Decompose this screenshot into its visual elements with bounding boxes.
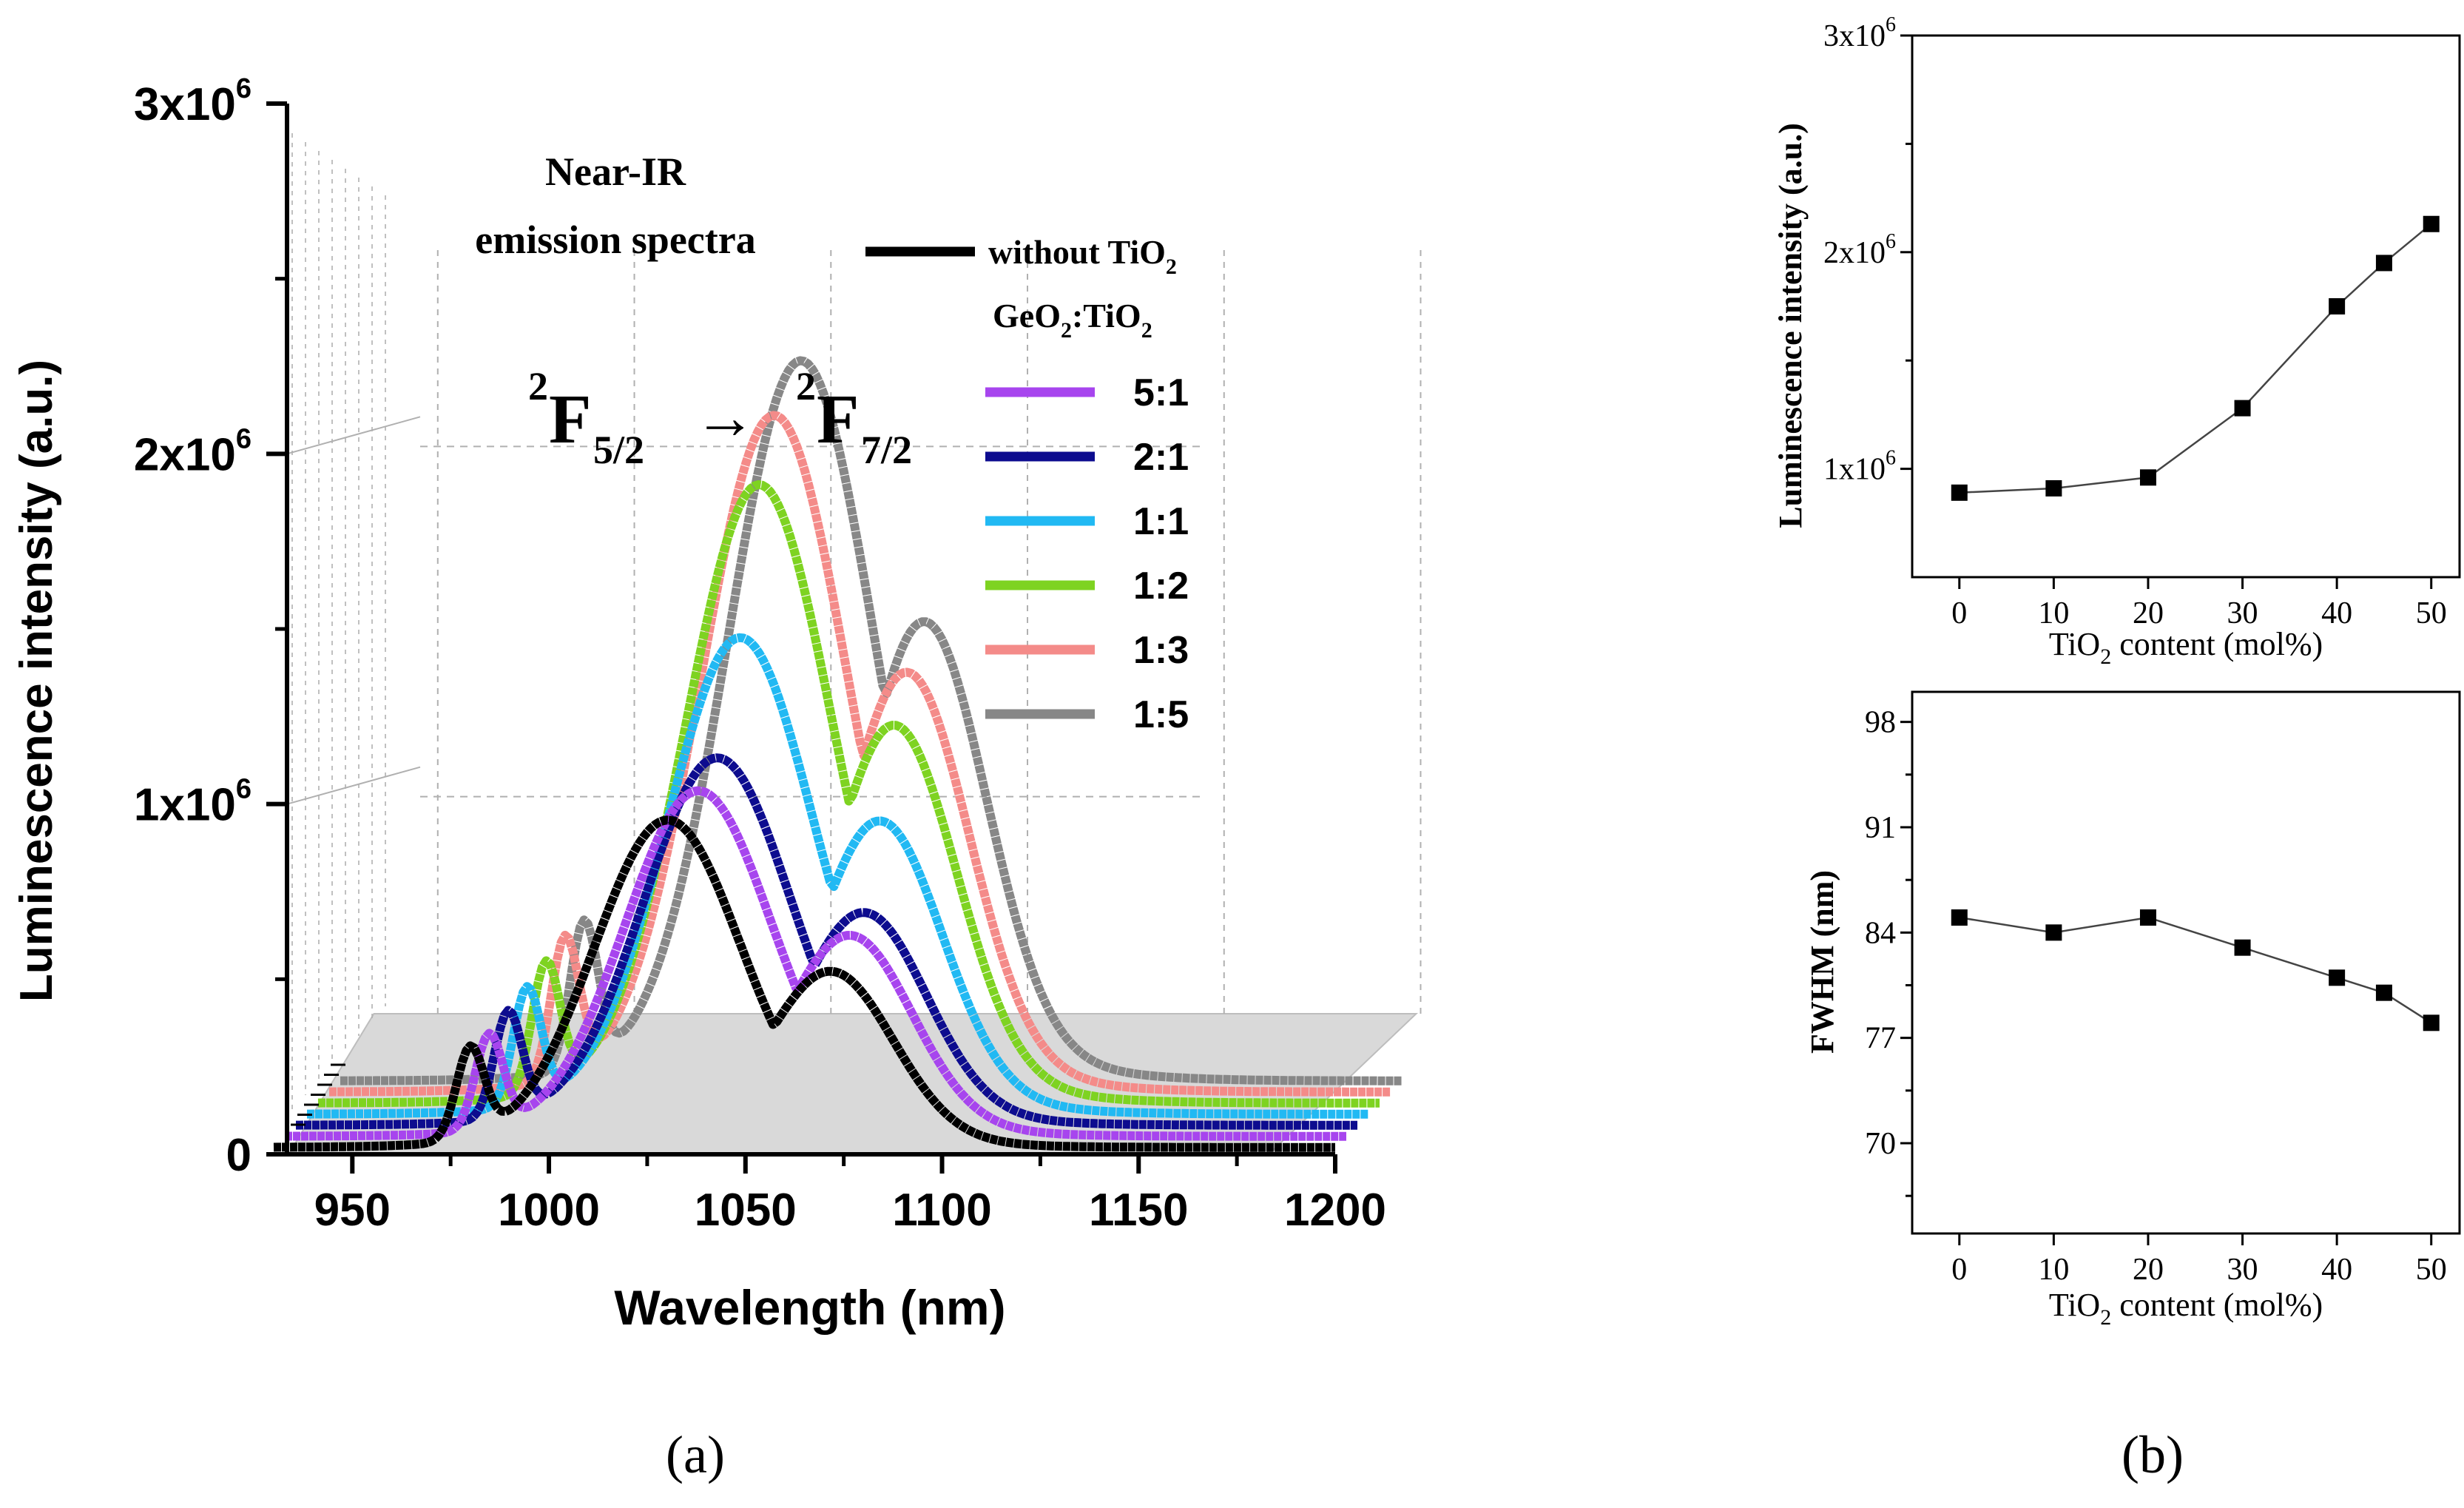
y-axis-label: Luminescence intensity (a.u.) bbox=[11, 360, 62, 1002]
fwhm-x-axis-label: TiO2 content (mol%) bbox=[2049, 1287, 2323, 1330]
annotation-right-state: F bbox=[817, 381, 859, 458]
intensity-vs-tio2-chart: 0 10 20 30 40 50 1x106 2x106 3x106 Luminescence … bbox=[1772, 13, 2461, 669]
intensity-y-axis-label: Luminescence intensity (a.u.) bbox=[1772, 123, 1809, 528]
x-tick-label-10: 10 bbox=[2038, 1253, 2069, 1287]
chart-title: Near-IR emission spectra bbox=[475, 149, 755, 262]
y-tick-label-3: 91 bbox=[1865, 811, 1896, 845]
chart-title-line-1: Near-IR bbox=[545, 149, 686, 194]
legend: without TiO2 GeO2:TiO2 5:1 2:1 1:1 1:2 1:3 1:… bbox=[865, 233, 1189, 736]
annotation-left-subscript: 5/2 bbox=[593, 428, 644, 472]
legend-header: GeO2:TiO2 bbox=[993, 297, 1152, 343]
fwhm-y-axis-label: FWHM (nm) bbox=[1804, 870, 1840, 1054]
data-point-50 bbox=[2423, 215, 2440, 232]
x-tick-label-1100: 1100 bbox=[892, 1185, 992, 1236]
axes bbox=[266, 101, 1337, 1174]
data-point-40 bbox=[2329, 298, 2346, 314]
annotation-arrow: → bbox=[694, 382, 756, 451]
x-tick-labels: 950 1000 1050 1100 1150 1200 bbox=[314, 1185, 1386, 1236]
fwhm-ticks: 0 10 20 30 40 50 70 77 84 91 98 bbox=[1865, 706, 2447, 1287]
spectrum-series-5-1 bbox=[284, 786, 1347, 1141]
legend-label-without-tio2: without TiO2 bbox=[988, 233, 1177, 279]
y-tick-label-1: 77 bbox=[1865, 1022, 1896, 1056]
x-tick-label-30: 30 bbox=[2227, 596, 2258, 630]
y-tick-label-0: 0 bbox=[226, 1130, 252, 1181]
annotation-left-superscript: 2 bbox=[528, 364, 548, 408]
annotation-left-state: F bbox=[549, 381, 591, 458]
intensity-plot-frame bbox=[1911, 34, 2461, 579]
data-point-20 bbox=[2139, 909, 2156, 926]
data-point-0 bbox=[1951, 909, 1968, 926]
data-point-45 bbox=[2375, 255, 2392, 272]
depth-grid-y1m bbox=[286, 766, 421, 805]
y-tick-label-2: 2x106 bbox=[134, 423, 252, 480]
data-point-10 bbox=[2045, 479, 2062, 497]
y-tick-label-0: 70 bbox=[1865, 1127, 1896, 1161]
fwhm-trend-line bbox=[1959, 916, 2432, 1024]
intensity-markers bbox=[1951, 215, 2440, 501]
y-tick-label-2: 3x106 bbox=[1823, 13, 1896, 53]
data-point-10 bbox=[2045, 924, 2062, 941]
y-tick-label-4: 98 bbox=[1865, 706, 1896, 740]
x-tick-label-30: 30 bbox=[2227, 1253, 2258, 1287]
legend-label-1-3: 1:3 bbox=[1133, 629, 1189, 672]
depth-gridlines bbox=[286, 133, 1422, 1110]
x-tick-label-0: 0 bbox=[1951, 1253, 1967, 1287]
spectrum-series-1-2 bbox=[317, 480, 1380, 1108]
x-tick-label-10: 10 bbox=[2038, 596, 2069, 630]
y-tick-label-3: 3x106 bbox=[134, 73, 252, 130]
transition-annotation: 2 F 5/2 → 2 F 7/2 bbox=[528, 364, 912, 472]
x-tick-label-950: 950 bbox=[314, 1185, 391, 1236]
legend-label-1-5: 1:5 bbox=[1133, 693, 1189, 736]
x-tick-label-40: 40 bbox=[2321, 596, 2352, 630]
x-tick-label-1050: 1050 bbox=[695, 1185, 797, 1236]
spectra-chart: 950 1000 1050 1100 1150 1200 0 1x106 2x106 3x106… bbox=[11, 73, 1422, 1335]
fwhm-markers bbox=[1951, 909, 2440, 1031]
chart-title-line-2: emission spectra bbox=[475, 218, 755, 262]
x-axis-label: Wavelength (nm) bbox=[614, 1280, 1005, 1335]
data-point-30 bbox=[2234, 400, 2251, 417]
data-point-30 bbox=[2234, 939, 2251, 956]
data-point-50 bbox=[2423, 1014, 2440, 1031]
x-tick-label-20: 20 bbox=[2133, 1253, 2164, 1287]
intensity-ticks: 0 10 20 30 40 50 1x106 2x106 3x106 bbox=[1823, 13, 2447, 630]
y-tick-label-1: 1x106 bbox=[134, 774, 252, 831]
panel-label-a: (a) bbox=[666, 1425, 725, 1484]
intensity-trend-line bbox=[1959, 223, 2432, 494]
fwhm-vs-tio2-chart: 0 10 20 30 40 50 70 77 84 91 98 FWHM (nm) TiO2 con… bbox=[1804, 690, 2461, 1330]
y-tick-label-2: 84 bbox=[1865, 916, 1896, 950]
legend-label-5-1: 5:1 bbox=[1133, 371, 1189, 414]
data-point-20 bbox=[2139, 469, 2156, 486]
legend-label-1-1: 1:1 bbox=[1133, 500, 1189, 543]
depth-grid-y2m bbox=[286, 416, 421, 455]
x-tick-label-1000: 1000 bbox=[498, 1185, 600, 1236]
intensity-x-axis-label: TiO2 content (mol%) bbox=[2049, 626, 2323, 669]
y-tick-label-0: 1x106 bbox=[1823, 447, 1896, 487]
panel-label-b: (b) bbox=[2122, 1425, 2184, 1484]
legend-label-1-2: 1:2 bbox=[1133, 565, 1189, 607]
spectrum-series-without-tio2 bbox=[273, 815, 1336, 1152]
y-tick-label-1: 2x106 bbox=[1823, 230, 1896, 270]
x-tick-label-1200: 1200 bbox=[1284, 1185, 1386, 1236]
legend-label-2-1: 2:1 bbox=[1133, 436, 1189, 479]
data-point-45 bbox=[2375, 984, 2392, 1001]
legend-entry-without-tio2: without TiO2 bbox=[865, 233, 1177, 279]
x-tick-label-40: 40 bbox=[2321, 1253, 2352, 1287]
data-point-0 bbox=[1951, 484, 1968, 501]
x-tick-label-20: 20 bbox=[2133, 596, 2164, 630]
spectra-series bbox=[273, 356, 1403, 1152]
annotation-right-superscript: 2 bbox=[796, 364, 816, 408]
legend-ratio-entries: 5:1 2:1 1:1 1:2 1:3 1:5 bbox=[985, 371, 1189, 736]
x-tick-label-50: 50 bbox=[2416, 596, 2447, 630]
x-tick-label-50: 50 bbox=[2416, 1253, 2447, 1287]
spectrum-series-1-1 bbox=[306, 633, 1369, 1119]
fwhm-plot-frame bbox=[1911, 690, 2461, 1235]
annotation-right-subscript: 7/2 bbox=[861, 428, 912, 472]
x-tick-label-1150: 1150 bbox=[1089, 1185, 1189, 1236]
x-tick-label-0: 0 bbox=[1951, 596, 1967, 630]
data-point-40 bbox=[2329, 969, 2346, 986]
y-tick-labels: 0 1x106 2x106 3x106 bbox=[134, 73, 252, 1181]
